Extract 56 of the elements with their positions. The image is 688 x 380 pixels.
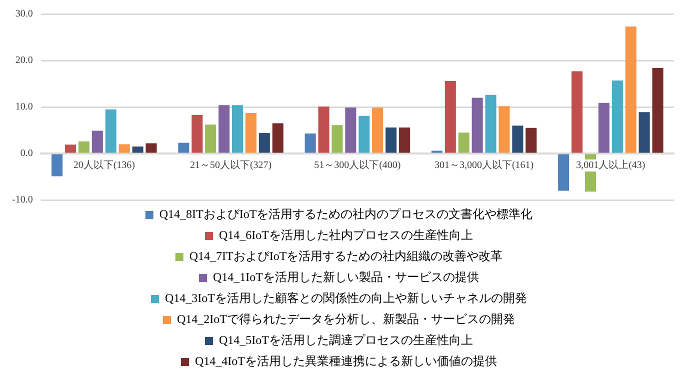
bar bbox=[64, 144, 76, 153]
bar bbox=[146, 143, 157, 153]
bar bbox=[332, 125, 343, 153]
x-tick-label: 21～50人以下(327) bbox=[190, 159, 272, 172]
bar bbox=[318, 106, 330, 153]
y-tick-label: 0.0 bbox=[20, 148, 33, 160]
bar bbox=[304, 134, 316, 153]
x-tick-label: 20人以下(136) bbox=[73, 159, 135, 172]
legend-label: Q14_1IoTを活用した新しい製品・サービスの提供 bbox=[213, 270, 480, 284]
bar bbox=[178, 142, 190, 153]
legend-label: Q14_5IoTを活用した調達プロセスの生産性向上 bbox=[219, 333, 474, 348]
bar bbox=[472, 98, 483, 153]
bar bbox=[358, 116, 370, 153]
legend-label: Q14_2IoTで得られたデータを分析し、新製品・サービスの開発 bbox=[177, 312, 516, 326]
bar bbox=[498, 106, 510, 153]
bar bbox=[272, 123, 284, 153]
bar bbox=[245, 113, 256, 153]
bar bbox=[118, 144, 130, 153]
bar bbox=[232, 105, 244, 153]
y-tick-label: 20.0 bbox=[15, 55, 33, 66]
bar bbox=[258, 133, 270, 153]
x-tick-label: 301～3,000人以下(161) bbox=[434, 159, 534, 172]
bar bbox=[132, 146, 144, 153]
bar bbox=[572, 71, 583, 153]
bar bbox=[458, 132, 470, 153]
bar bbox=[444, 80, 456, 153]
bar bbox=[386, 127, 397, 153]
bar bbox=[558, 154, 570, 191]
bar bbox=[652, 68, 664, 153]
bar bbox=[218, 105, 230, 153]
legend-label: Q14_7ITおよびIoTを活用するための社内組織の改善や改革 bbox=[189, 249, 503, 264]
bar bbox=[512, 126, 524, 153]
bar bbox=[205, 124, 216, 153]
bar bbox=[625, 26, 636, 153]
bar bbox=[78, 141, 90, 153]
bar bbox=[52, 154, 63, 176]
y-tick-label: 10.0 bbox=[15, 102, 33, 113]
legend-label: Q14_4IoTを活用した異業種連携による新しい価値の提供 bbox=[195, 354, 498, 368]
x-tick-label: 51～300人以下(400) bbox=[314, 159, 401, 172]
bar bbox=[526, 128, 537, 153]
x-tick-label: 3,001人以上(43) bbox=[576, 159, 646, 172]
legend-label: Q14_3IoTを活用した顧客との関係性の向上や新しいチャネルの開発 bbox=[165, 291, 528, 306]
y-tick-label: -10.0 bbox=[12, 194, 33, 206]
bar bbox=[372, 107, 384, 153]
bar bbox=[612, 80, 623, 153]
bar bbox=[345, 107, 356, 153]
bar bbox=[192, 114, 203, 153]
bar bbox=[398, 127, 410, 153]
bar bbox=[485, 94, 496, 153]
legend-label: Q14_6IoTを活用した社内プロセスの生産性向上 bbox=[219, 228, 474, 242]
bar bbox=[598, 102, 610, 153]
legend-label: Q14_8ITおよびIoTを活用するための社内のプロセスの文書化や標準化 bbox=[159, 207, 533, 222]
y-tick-label: 30.0 bbox=[15, 8, 33, 20]
bar bbox=[92, 130, 103, 153]
bar bbox=[105, 109, 116, 153]
bar bbox=[638, 112, 650, 153]
